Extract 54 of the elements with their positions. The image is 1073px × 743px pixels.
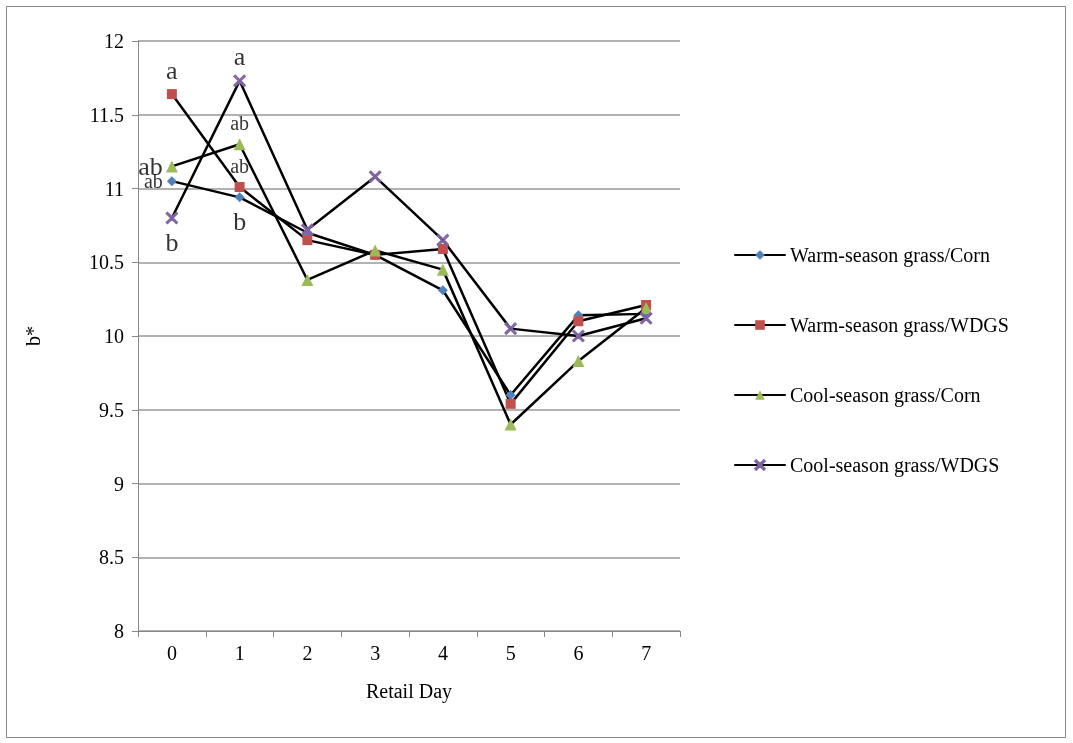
- y-tick-label: 10: [104, 325, 124, 347]
- point: [234, 192, 245, 203]
- y-tick-label: 12: [104, 30, 124, 52]
- annotation: b: [233, 206, 247, 236]
- y-tick-label: 8: [114, 620, 124, 642]
- y-tick-label: 9.5: [99, 398, 124, 421]
- point: [437, 285, 448, 296]
- x-tick-label: 7: [641, 642, 652, 664]
- y-tick-label: 9: [114, 472, 124, 495]
- x-tick-label: 1: [234, 642, 245, 664]
- point: [234, 182, 245, 193]
- point: [166, 89, 177, 100]
- legend-label: Cool-season grass/WDGS: [790, 454, 1000, 477]
- point: [436, 233, 450, 247]
- point: [233, 74, 246, 88]
- point: [436, 263, 449, 276]
- point: [505, 398, 516, 409]
- point: [301, 273, 314, 286]
- point: [369, 244, 382, 257]
- point: [165, 211, 179, 225]
- point: [572, 329, 585, 343]
- x-tick-label: 4: [437, 642, 448, 664]
- y-tick-label: 10.5: [89, 251, 124, 274]
- x-tick-label: 6: [573, 642, 584, 664]
- annotation: b: [165, 227, 179, 257]
- x-tick-label: 3: [370, 642, 381, 664]
- legend-label: Cool-season grass/Corn: [790, 384, 981, 407]
- x-tick-label: 2: [302, 642, 313, 664]
- annotation: a: [166, 55, 179, 85]
- point: [573, 316, 584, 327]
- x-axis-title: Retail Day: [365, 680, 453, 703]
- point: [504, 418, 517, 431]
- point: [301, 223, 314, 237]
- annotation: ab: [230, 112, 250, 135]
- y-tick-label: 8.5: [99, 546, 124, 569]
- point: [437, 243, 448, 254]
- legend-label: Warm-season grass/WDGS: [790, 314, 1009, 337]
- point: [639, 312, 653, 325]
- x-tick-label: 0: [166, 642, 177, 664]
- point: [572, 355, 585, 368]
- x-tick-label: 5: [505, 642, 516, 664]
- legend-label: Warm-season grass/Corn: [790, 244, 991, 267]
- y-tick-label: 11: [104, 177, 124, 200]
- annotation: ab: [230, 155, 250, 178]
- point: [165, 160, 178, 173]
- point: [233, 138, 246, 151]
- y-tick-label: 11.5: [89, 103, 124, 126]
- point: [504, 322, 517, 335]
- point: [302, 235, 313, 246]
- point: [505, 390, 516, 400]
- point: [166, 176, 177, 187]
- annotation: a: [233, 42, 246, 72]
- y-axis-title: b*: [22, 326, 44, 346]
- point: [368, 170, 382, 183]
